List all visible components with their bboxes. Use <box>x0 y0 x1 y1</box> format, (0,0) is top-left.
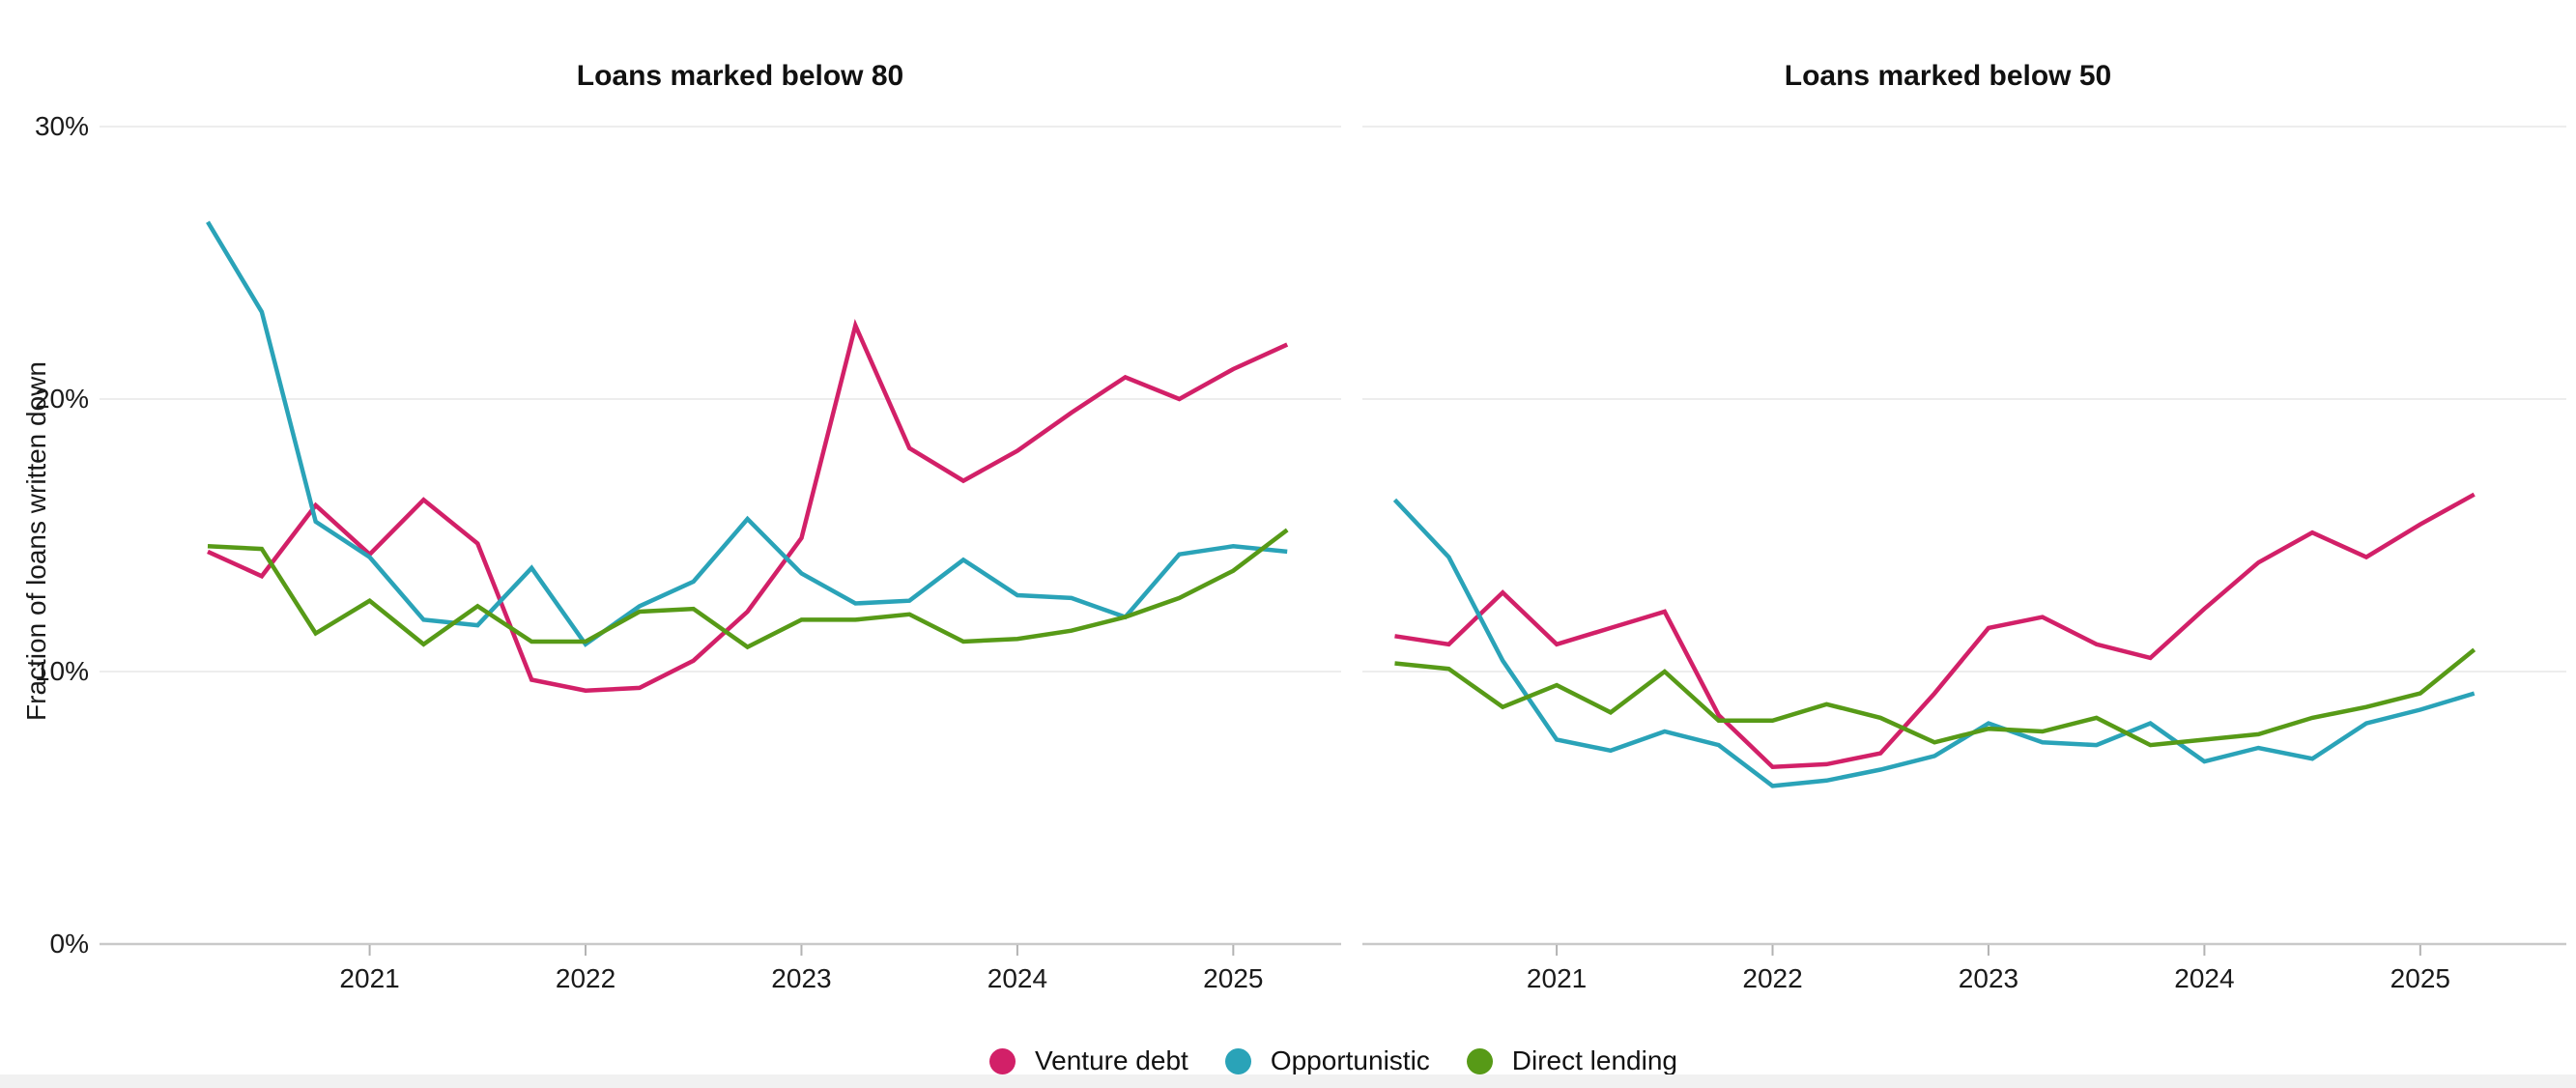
legend: Venture debt Opportunistic Direct lendin… <box>989 1045 1677 1076</box>
y-tick-label-10: 10% <box>34 656 89 686</box>
venture-debt-dot-icon <box>989 1047 1016 1074</box>
legend-label-direct-lending: Direct lending <box>1511 1045 1677 1075</box>
footer-band <box>0 1074 2576 1088</box>
chart-title-below-50: Loans marked below 50 <box>1784 60 2112 92</box>
legend-item-direct-lending: Direct lending <box>1466 1045 1677 1076</box>
y-tick-label-30: 30% <box>34 111 89 141</box>
y-tick-label-0: 0% <box>49 929 89 959</box>
x-tick-label-2021-right: 2021 <box>1526 963 1588 993</box>
line-opportunistic-below-50 <box>1392 498 2476 788</box>
x-tick-label-2023-left: 2023 <box>771 963 832 993</box>
chart-title-below-80: Loans marked below 80 <box>576 60 904 92</box>
legend-item-opportunistic: Opportunistic <box>1224 1045 1430 1076</box>
x-tick-label-2022-left: 2022 <box>555 963 616 993</box>
line-direct-lending-below-80 <box>207 528 1289 650</box>
x-tick-label-2025-right: 2025 <box>2390 963 2450 993</box>
legend-label-venture-debt: Venture debt <box>1035 1045 1188 1075</box>
x-tick-label-2024-left: 2024 <box>987 963 1048 993</box>
legend-item-venture-debt: Venture debt <box>989 1045 1188 1076</box>
x-tick-label-2023-right: 2023 <box>1958 963 2019 993</box>
legend-label-opportunistic: Opportunistic <box>1270 1045 1430 1075</box>
y-tick-label-20: 20% <box>34 384 89 414</box>
x-tick-label-2022-right: 2022 <box>1742 963 1803 993</box>
x-tick-label-2021-left: 2021 <box>339 963 400 993</box>
x-tick-label-2025-left: 2025 <box>1203 963 1264 993</box>
line-opportunistic-below-80 <box>206 220 1288 647</box>
line-venture-debt-below-80 <box>207 319 1289 693</box>
line-venture-debt-below-50 <box>1394 492 2476 769</box>
x-tick-label-2024-right: 2024 <box>2174 963 2235 993</box>
opportunistic-dot-icon <box>1224 1047 1251 1074</box>
direct-lending-dot-icon <box>1466 1047 1493 1074</box>
line-direct-lending-below-50 <box>1394 647 2476 748</box>
